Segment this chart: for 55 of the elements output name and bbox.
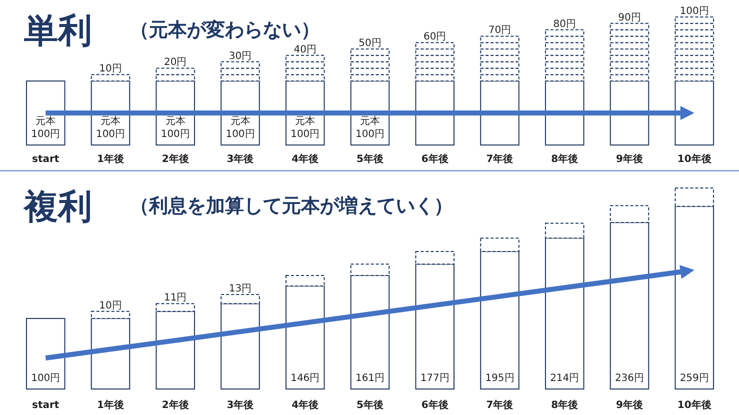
x-tick-label: 10年後 [677, 153, 712, 165]
data-label: 元本 100円 [290, 115, 320, 140]
x-tick-label: 7年後 [486, 399, 514, 411]
chart-subtitle: （元本が変わらない） [130, 19, 320, 41]
data-label: 259円 [680, 373, 709, 384]
annotation: 10円 [99, 64, 122, 75]
annotation: 60円 [424, 32, 446, 43]
x-tick-label: 1年後 [97, 153, 124, 165]
x-tick-label: 6年後 [421, 153, 448, 165]
annotation: 70円 [488, 25, 512, 36]
annotation: 40円 [294, 44, 316, 56]
data-label: 161円 [355, 373, 385, 384]
x-tick-label: 1年後 [97, 399, 124, 411]
bar [26, 80, 66, 146]
x-tick-label: start [32, 154, 60, 165]
x-tick-label: 10年後 [677, 399, 712, 411]
x-tick-label: 3年後 [226, 153, 254, 165]
data-label: 177円 [420, 373, 450, 384]
x-tick-label: 2年後 [162, 153, 189, 165]
data-label: 元本 100円 [355, 115, 385, 140]
annotation: 90円 [618, 12, 641, 24]
chart-subtitle: （利息を加算して元本が増えていく） [130, 195, 453, 217]
x-tick-label: 9年後 [616, 399, 643, 411]
data-label: 236円 [614, 373, 644, 384]
data-label: 元本 100円 [31, 115, 60, 140]
x-tick-label: 5年後 [356, 153, 384, 165]
x-tick-label: 9年後 [616, 153, 643, 165]
data-label: 214円 [550, 373, 580, 384]
chart-title: 単利 [24, 11, 92, 51]
data-label: 元本 100円 [226, 115, 255, 140]
data-label: 11円 [164, 292, 187, 304]
x-tick-label: 2年後 [162, 399, 189, 411]
data-label: 100円 [31, 373, 60, 384]
x-tick-label: 4年後 [292, 153, 319, 165]
chart-title: 複利 [22, 187, 92, 227]
data-label: 10円 [99, 300, 122, 312]
x-tick-label: 4年後 [292, 399, 319, 411]
data-label: 元本 100円 [96, 115, 126, 140]
x-tick-label: 3年後 [226, 399, 254, 411]
annotation: 20円 [164, 57, 187, 68]
x-tick-label: 8年後 [551, 153, 578, 165]
annotation: 80円 [553, 18, 576, 30]
x-tick-label: 6年後 [421, 399, 448, 411]
data-label: 元本 100円 [160, 115, 190, 140]
data-label: 146円 [290, 373, 320, 384]
annotation: 100円 [680, 6, 709, 17]
bar [26, 318, 66, 390]
x-tick-label: 5年後 [356, 399, 384, 411]
x-tick-label: start [32, 400, 60, 411]
annotation: 50円 [358, 38, 382, 49]
annotation: 30円 [228, 50, 252, 62]
data-label: 195円 [485, 373, 514, 384]
x-tick-label: 7年後 [486, 153, 514, 165]
x-tick-label: 8年後 [551, 399, 578, 411]
data-label: 13円 [228, 283, 252, 294]
